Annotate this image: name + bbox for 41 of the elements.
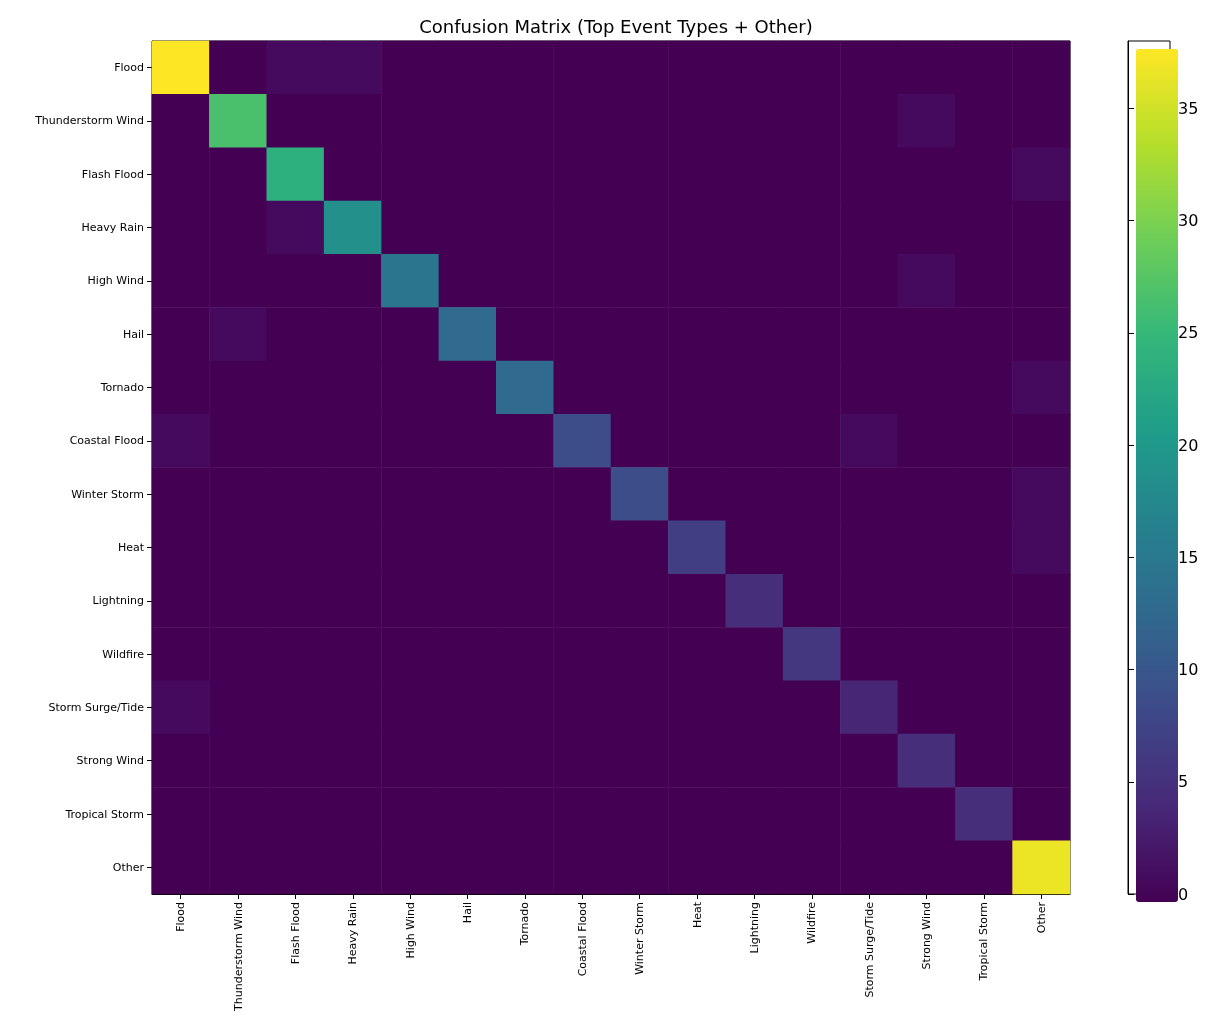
x-tick-label: Flash Flood [288, 902, 302, 965]
x-tick-label: Lightning [747, 902, 761, 954]
y-tick-label: Winter Storm [71, 487, 144, 501]
x-tick-label: Tropical Storm [977, 902, 991, 982]
x-tick-label: Heat [690, 901, 704, 929]
x-tick-label: Coastal Flood [575, 902, 589, 977]
y-tick-label: Heavy Rain [81, 221, 145, 235]
color-bar-label: 5 [1178, 772, 1189, 792]
y-tick-label: Heat [117, 540, 145, 554]
y-tick-label: Strong Wind [76, 754, 144, 768]
y-tick-label: Thunderstorm Wind [34, 114, 144, 128]
x-tick-label: Flood [174, 902, 188, 932]
x-tick-label: Heavy Rain [346, 901, 360, 965]
x-tick-label: High Wind [403, 902, 417, 959]
x-tick-label: Storm Surge/Tide [862, 901, 876, 998]
y-tick-label: Tornado [99, 381, 145, 395]
y-tick-label: Wildfire [102, 647, 145, 661]
y-tick-label: High Wind [87, 274, 144, 288]
y-tick-label: Flash Flood [81, 167, 144, 181]
chart-title: Confusion Matrix (Top Event Types + Other) [419, 15, 813, 37]
x-tick-label: Hail [461, 902, 475, 924]
y-tick-label: Flood [114, 61, 144, 75]
color-bar-label: 30 [1178, 211, 1199, 231]
y-tick-label: Coastal Flood [69, 434, 144, 448]
y-tick-label: Tropical Storm [64, 807, 144, 821]
color-bar-label: 20 [1178, 435, 1199, 455]
y-tick-label: Other [112, 860, 145, 874]
x-tick-label: Strong Wind [920, 902, 934, 970]
x-tick-label: Other [1034, 901, 1048, 934]
color-bar-label: 0 [1178, 884, 1189, 904]
x-tick-label: Winter Storm [633, 902, 647, 975]
y-tick-label: Hail [122, 327, 144, 341]
y-tick-label: Lightning [92, 594, 144, 608]
y-tick-label: Storm Surge/Tide [48, 700, 145, 714]
color-bar-label: 15 [1178, 547, 1199, 567]
x-tick-label: Tornado [518, 901, 532, 947]
x-tick-label: Wildfire [805, 901, 819, 944]
x-tick-label: Thunderstorm Wind [231, 902, 245, 1012]
color-bar-label: 35 [1178, 98, 1199, 118]
color-bar-label: 25 [1178, 323, 1199, 343]
color-bar-label: 10 [1178, 660, 1199, 680]
